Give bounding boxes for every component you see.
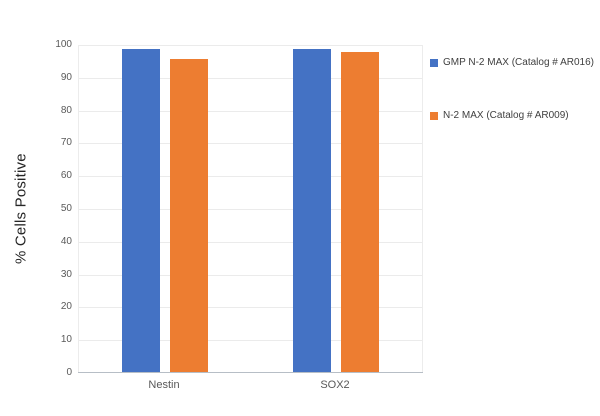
bar-sox2-series-2: [341, 52, 379, 372]
gridline-10: [79, 340, 422, 341]
y-tick-label-90: 90: [60, 71, 72, 83]
bar-sox2-series-1: [293, 49, 331, 372]
gridline-80: [79, 111, 422, 112]
gridline-20: [79, 307, 422, 308]
gridline-90: [79, 78, 422, 79]
y-tick-label-0: 0: [66, 367, 72, 378]
gridline-30: [79, 275, 422, 276]
y-tick-label-70: 70: [60, 137, 72, 149]
bar-nestin-series-1: [122, 49, 160, 372]
x-category-label-nestin: Nestin: [148, 379, 180, 391]
y-axis-title: % Cells Positive: [12, 153, 30, 265]
plot-area: [78, 45, 423, 373]
y-tick-label-20: 20: [60, 301, 72, 313]
x-category-label-sox2: SOX2: [320, 379, 350, 391]
gridline-40: [79, 242, 422, 243]
legend-swatch-icon: [430, 112, 438, 120]
y-tick-label-100: 100: [55, 39, 72, 50]
legend-item-1: GMP N-2 MAX (Catalog # AR016): [430, 57, 594, 69]
y-tick-label-60: 60: [60, 170, 72, 182]
gridline-50: [79, 209, 422, 210]
legend-item-2: N-2 MAX (Catalog # AR009): [430, 110, 594, 122]
y-tick-label-30: 30: [60, 268, 72, 280]
legend-swatch-icon: [430, 59, 438, 67]
legend-label: GMP N-2 MAX (Catalog # AR016): [443, 57, 594, 68]
bar-nestin-series-2: [170, 59, 208, 372]
gridline-100: [79, 45, 422, 46]
y-tick-label-40: 40: [60, 235, 72, 247]
legend-label: N-2 MAX (Catalog # AR009): [443, 110, 569, 121]
y-tick-label-50: 50: [60, 203, 72, 214]
gridline-60: [79, 176, 422, 177]
y-tick-label-80: 80: [60, 104, 72, 116]
y-tick-label-10: 10: [60, 334, 72, 346]
legend: GMP N-2 MAX (Catalog # AR016) N-2 MAX (Ca…: [430, 57, 594, 122]
x-axis-line: [78, 372, 423, 373]
gridline-70: [79, 143, 422, 144]
